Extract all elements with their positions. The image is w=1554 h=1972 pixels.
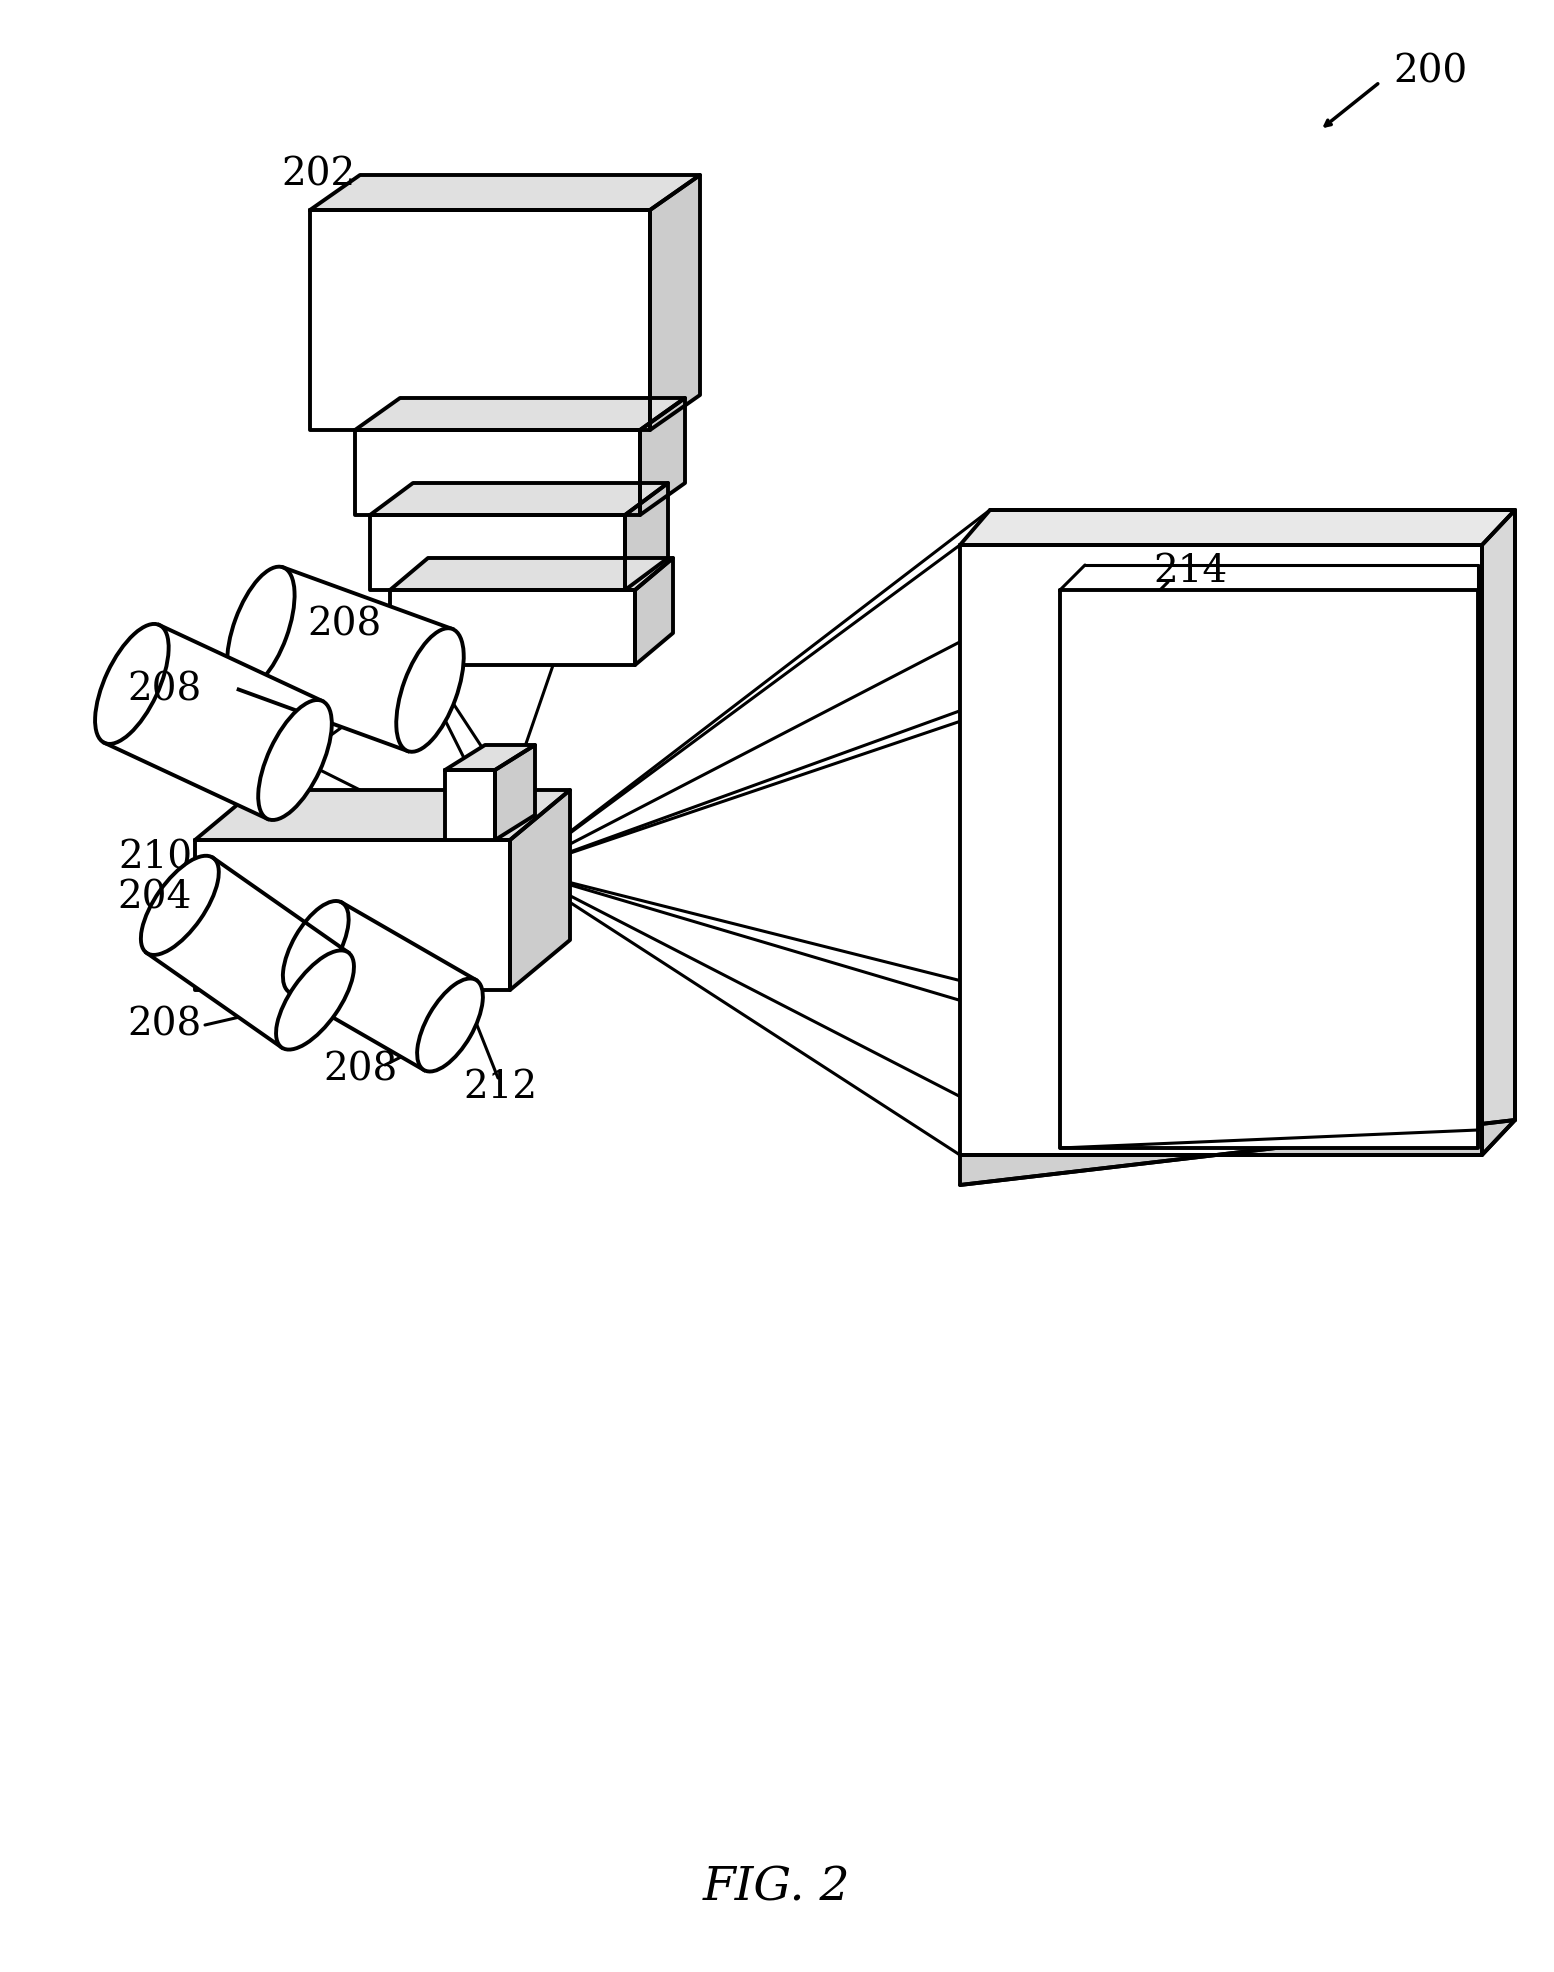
Text: 202: 202 (281, 156, 356, 193)
Polygon shape (636, 558, 673, 665)
Text: 208: 208 (127, 1006, 202, 1043)
Polygon shape (640, 398, 685, 515)
Ellipse shape (258, 700, 333, 820)
Polygon shape (960, 544, 1483, 1156)
Polygon shape (444, 769, 496, 840)
Polygon shape (960, 1120, 1515, 1185)
Polygon shape (194, 791, 570, 840)
Polygon shape (650, 176, 699, 430)
Text: 200: 200 (1392, 53, 1467, 91)
Ellipse shape (95, 623, 169, 743)
Polygon shape (1483, 511, 1515, 1156)
Polygon shape (194, 840, 510, 990)
Polygon shape (390, 590, 636, 665)
Text: 210: 210 (118, 840, 193, 876)
Polygon shape (510, 791, 570, 990)
Ellipse shape (227, 566, 295, 690)
Ellipse shape (141, 856, 219, 954)
Polygon shape (309, 176, 699, 209)
Polygon shape (390, 558, 673, 590)
Text: 214: 214 (1153, 554, 1228, 590)
Polygon shape (370, 515, 625, 590)
Ellipse shape (283, 901, 348, 994)
Polygon shape (289, 903, 476, 1071)
Polygon shape (370, 483, 668, 515)
Ellipse shape (396, 629, 463, 751)
Polygon shape (625, 483, 668, 590)
Text: 204: 204 (118, 880, 193, 917)
Polygon shape (354, 398, 685, 430)
Text: 208: 208 (308, 607, 382, 643)
Polygon shape (239, 568, 452, 751)
Ellipse shape (416, 978, 483, 1071)
Text: 208: 208 (127, 672, 202, 708)
Polygon shape (496, 745, 535, 840)
Polygon shape (1060, 590, 1478, 1148)
Polygon shape (309, 209, 650, 430)
Text: FIG. 2: FIG. 2 (704, 1866, 850, 1911)
Polygon shape (444, 745, 535, 769)
Text: 212: 212 (463, 1069, 538, 1106)
Polygon shape (354, 430, 640, 515)
Ellipse shape (277, 951, 354, 1049)
Text: 208: 208 (323, 1051, 398, 1089)
Polygon shape (104, 625, 323, 818)
Polygon shape (146, 858, 348, 1047)
Polygon shape (960, 511, 1515, 544)
